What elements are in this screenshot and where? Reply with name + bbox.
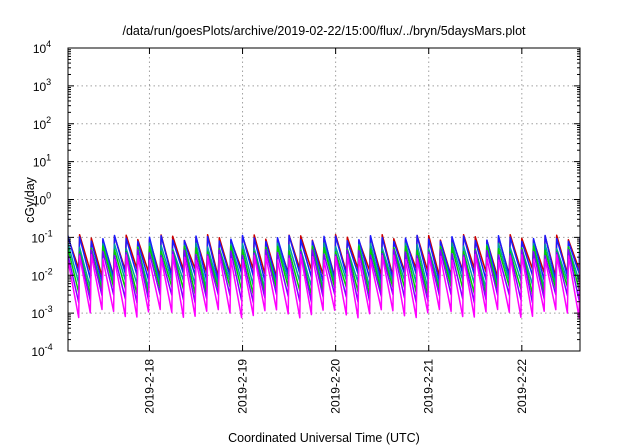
- grid: [68, 48, 580, 351]
- chart-title: /data/run/goesPlots/archive/2019-02-22/1…: [122, 24, 526, 38]
- y-axis-label: cGy/day: [23, 176, 37, 223]
- x-tick-label: 2019-2-20: [329, 359, 343, 414]
- y-tick-label: 102: [33, 115, 51, 132]
- x-tick-label: 2019-2-22: [515, 359, 529, 414]
- y-tick-label: 10-4: [31, 342, 52, 359]
- y-tick-label: 103: [33, 77, 51, 94]
- y-tick-label: 10-3: [31, 304, 52, 321]
- series-line-2: [68, 234, 580, 283]
- y-tick-label: 101: [33, 153, 51, 170]
- x-tick-label: 2019-2-19: [236, 359, 250, 414]
- series-line-3: [68, 242, 580, 290]
- series-line-4: [68, 245, 580, 296]
- x-tick-label: 2019-2-21: [422, 359, 436, 414]
- y-axis: 104 103 102 101 100 10-1 10-2 10-3 10-4: [31, 39, 580, 359]
- y-tick-label: 104: [33, 39, 51, 56]
- y-tick-label: 10-1: [31, 228, 52, 245]
- series-line-6: [68, 253, 580, 319]
- series-line-5: [68, 248, 580, 304]
- x-axis: 2019-2-18 2019-2-19 2019-2-20 2019-2-21 2019…: [142, 48, 529, 414]
- x-tick-label: 2019-2-18: [142, 359, 156, 414]
- y-tick-label: 10-2: [31, 266, 52, 283]
- x-axis-label: Coordinated Universal Time (UTC): [228, 431, 420, 445]
- y-tick-label: 100: [33, 191, 51, 208]
- series-layer: [68, 233, 580, 319]
